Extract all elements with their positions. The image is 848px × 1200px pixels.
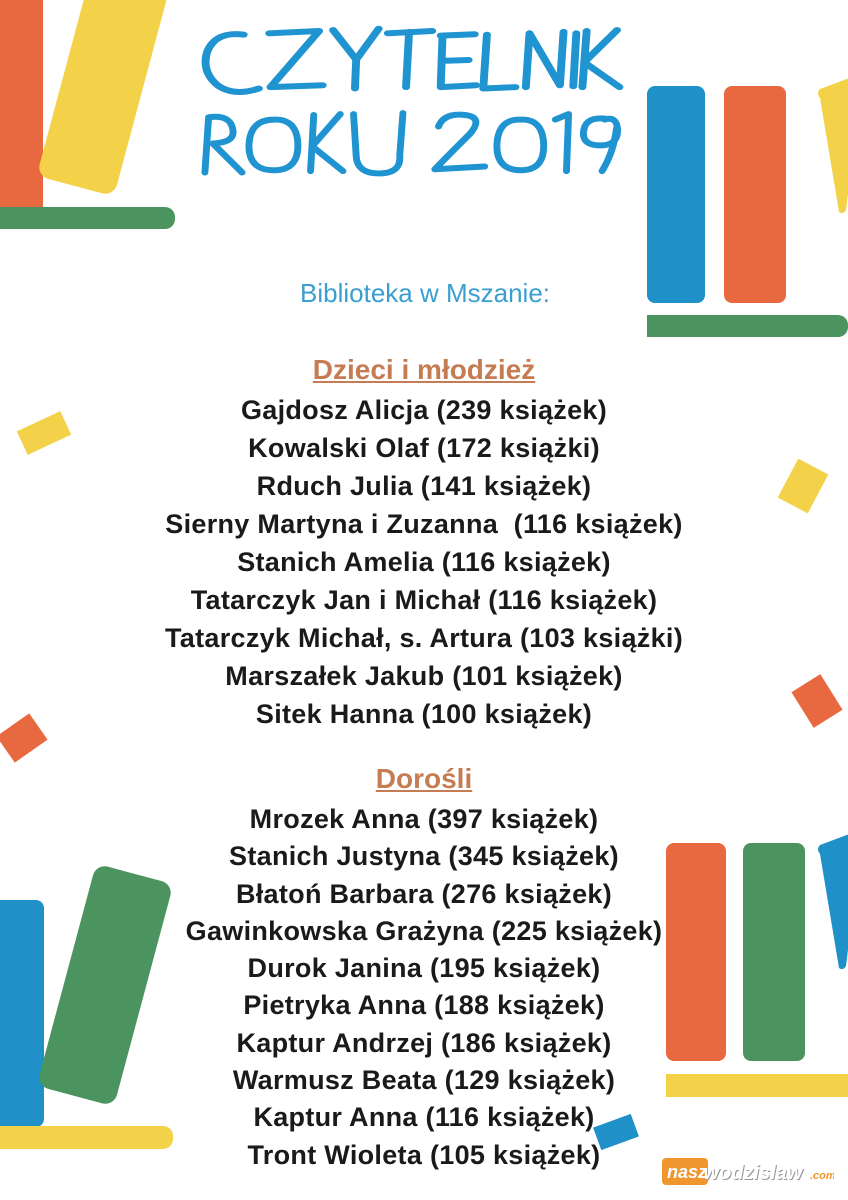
svg-text:.com: .com — [810, 1170, 834, 1182]
svg-text:wodzislaw: wodzislaw — [704, 1162, 804, 1184]
svg-text:nasz: nasz — [667, 1162, 707, 1182]
